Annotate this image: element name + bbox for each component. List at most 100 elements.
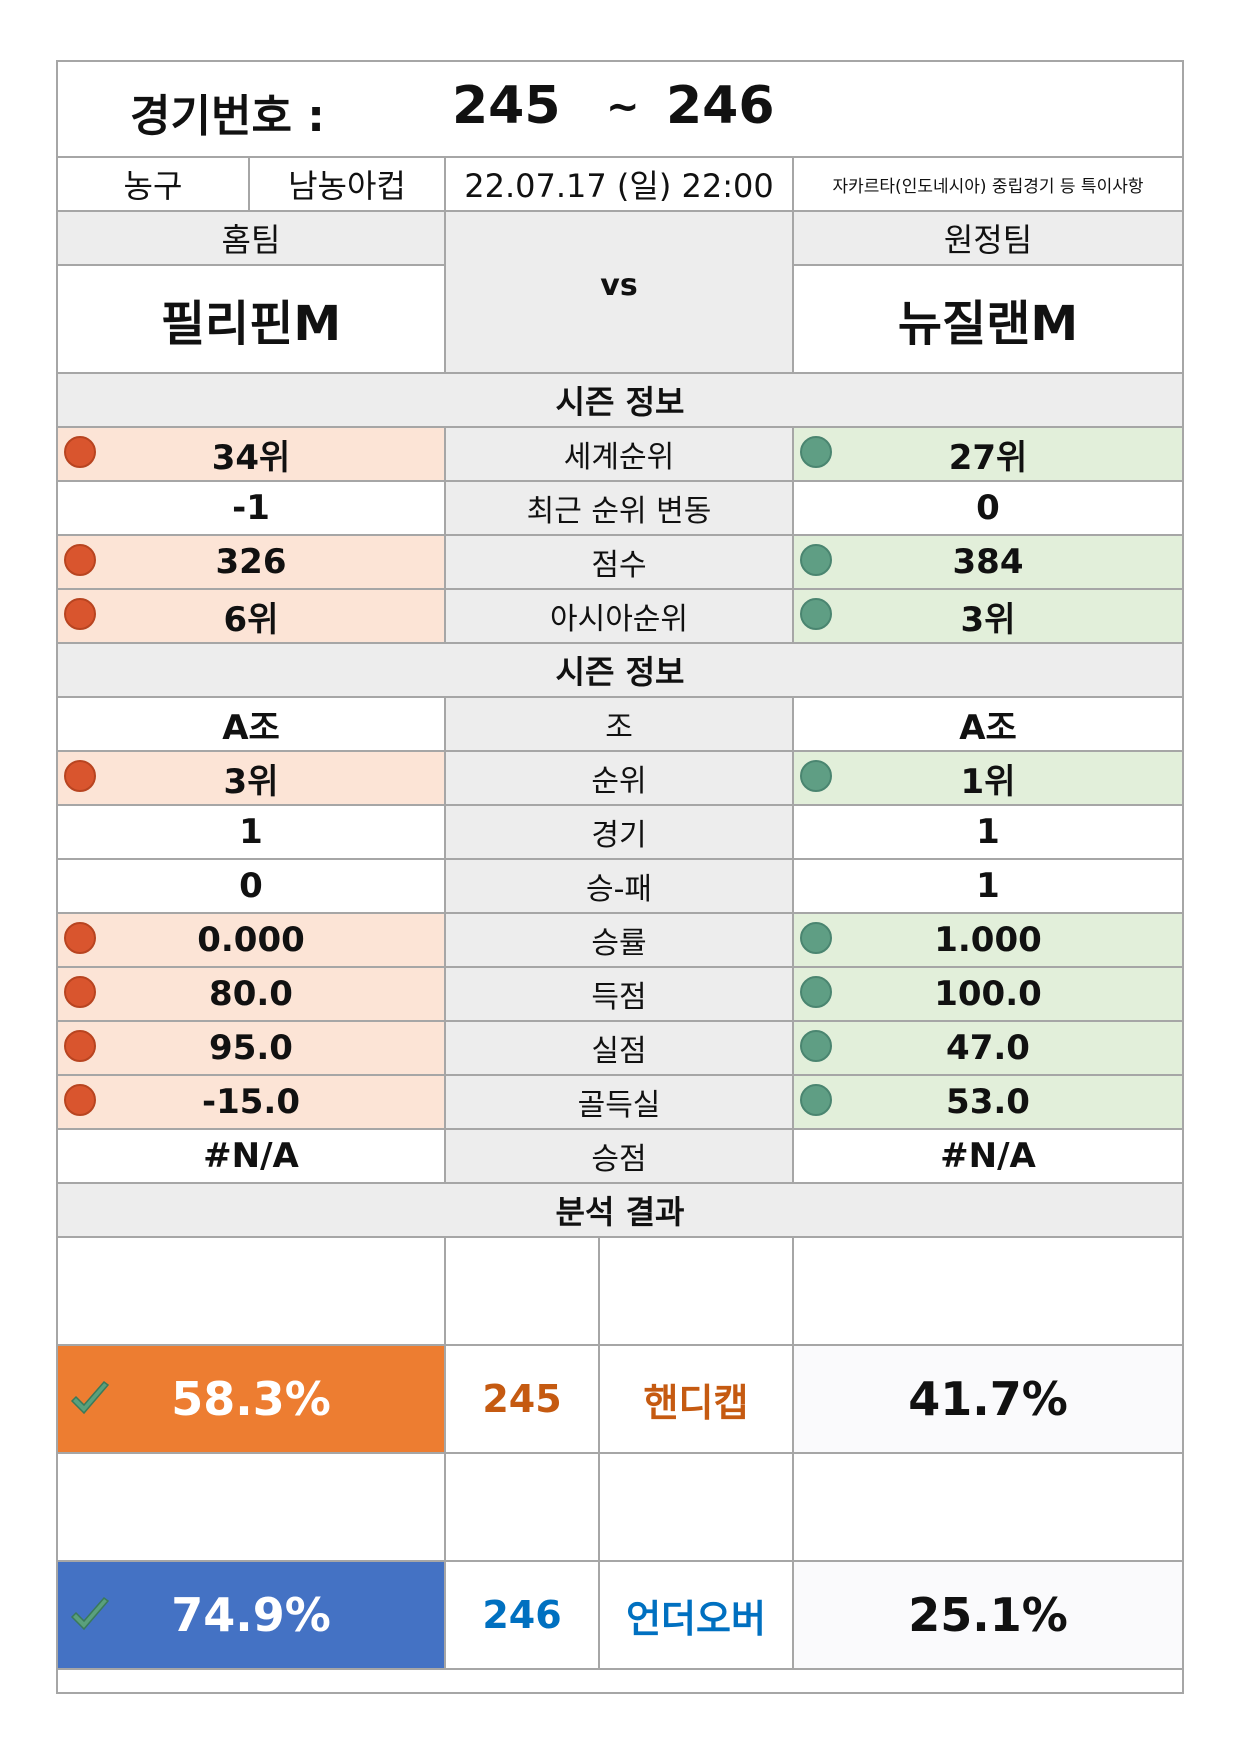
home-name-cell: 필리핀M (58, 266, 446, 374)
home-value: -1 (232, 488, 270, 528)
away-name-cell: 뉴질랜M (794, 266, 1182, 374)
away-probability: 25.1% (908, 1588, 1068, 1642)
section2-header: 시즌 정보 (58, 644, 1182, 698)
match-datetime: 22.07.17 (일) 22:00 (464, 167, 774, 205)
empty-cell (446, 1454, 600, 1562)
home-status-dot-icon (64, 922, 96, 954)
stat-label: 승-패 (585, 872, 653, 907)
vs-label: vs (600, 268, 638, 303)
home-status-dot-icon (64, 544, 96, 576)
title-row: 경기번호 : 245 ~ 246 (58, 62, 1182, 158)
home-status-dot-icon (64, 1084, 96, 1116)
away-status-dot-icon (800, 598, 832, 630)
analysis-results: 58.3% 245 핸디캡 41.7% 74.9% 246 언더오버 25.1% (58, 1238, 1182, 1672)
home-value-cell: 326 (58, 536, 446, 590)
empty-cell (600, 1238, 794, 1346)
info-row: 농구 남농아컵 22.07.17 (일) 22:00 자카르타(인도네시아) 중… (58, 158, 1182, 212)
home-value: #N/A (203, 1136, 299, 1176)
bet-type: 핸디캡 (643, 1380, 749, 1425)
home-value: -15.0 (202, 1082, 300, 1122)
home-value-cell: -15.0 (58, 1076, 446, 1130)
home-label-cell: 홈팀 (58, 212, 446, 266)
stat-label-cell: 최근 순위 변동 (446, 482, 794, 536)
section2-title-cell: 시즌 정보 (58, 644, 1182, 698)
away-value: 1 (976, 812, 1000, 852)
home-value: 95.0 (209, 1028, 293, 1068)
stat-label: 골득실 (577, 1088, 661, 1123)
home-value: 34위 (211, 437, 291, 478)
section3-header: 분석 결과 (58, 1184, 1182, 1238)
home-value-cell: -1 (58, 482, 446, 536)
stat-row: A조 조 A조 (58, 698, 1182, 752)
empty-cell (58, 1454, 446, 1562)
away-value: 3위 (960, 599, 1016, 640)
section1-title-cell: 시즌 정보 (58, 374, 1182, 428)
home-value: 6위 (223, 599, 279, 640)
away-value-cell: 3위 (794, 590, 1182, 644)
away-team-label: 원정팀 (943, 221, 1033, 259)
away-value-cell: A조 (794, 698, 1182, 752)
home-probability-cell: 74.9% (58, 1562, 446, 1670)
section1-header: 시즌 정보 (58, 374, 1182, 428)
away-value-cell: 384 (794, 536, 1182, 590)
away-value: 1위 (960, 761, 1016, 802)
stat-label-cell: 경기 (446, 806, 794, 860)
stat-label: 승점 (591, 1142, 647, 1177)
away-status-dot-icon (800, 922, 832, 954)
stat-label: 경기 (591, 818, 647, 853)
away-value-cell: 53.0 (794, 1076, 1182, 1130)
away-value: 47.0 (946, 1028, 1030, 1068)
bet-type-cell: 핸디캡 (600, 1346, 794, 1454)
result-row: 58.3% 245 핸디캡 41.7% (58, 1346, 1182, 1454)
stat-label-cell: 승점 (446, 1130, 794, 1184)
home-value-cell: A조 (58, 698, 446, 752)
home-probability: 74.9% (171, 1588, 331, 1642)
away-team-name: 뉴질랜M (897, 296, 1079, 352)
stat-label-cell: 조 (446, 698, 794, 752)
result-spacer-row (58, 1238, 1182, 1346)
away-status-dot-icon (800, 1030, 832, 1062)
game-from-number: 245 (452, 76, 561, 136)
home-value: 3위 (223, 761, 279, 802)
empty-cell (794, 1238, 1182, 1346)
away-status-dot-icon (800, 544, 832, 576)
away-value-cell: 27위 (794, 428, 1182, 482)
stat-label-cell: 점수 (446, 536, 794, 590)
stat-label: 실점 (591, 1034, 647, 1069)
game-to-number: 246 (666, 76, 775, 136)
bet-type: 언더오버 (626, 1596, 766, 1641)
empty-cell (794, 1454, 1182, 1562)
checkmark-icon (70, 1596, 110, 1631)
away-value: 0 (976, 488, 1000, 528)
home-value-cell: 95.0 (58, 1022, 446, 1076)
away-value: #N/A (940, 1136, 1036, 1176)
game-number-cell: 245 (446, 1346, 600, 1454)
stat-row: 3위 순위 1위 (58, 752, 1182, 806)
stat-label-cell: 아시아순위 (446, 590, 794, 644)
away-value-cell: 47.0 (794, 1022, 1182, 1076)
away-value: 53.0 (946, 1082, 1030, 1122)
empty-cell (58, 1238, 446, 1346)
stat-label-cell: 골득실 (446, 1076, 794, 1130)
away-value-cell: 1위 (794, 752, 1182, 806)
home-team-name: 필리핀M (160, 296, 342, 352)
home-status-dot-icon (64, 976, 96, 1008)
home-status-dot-icon (64, 436, 96, 468)
game-number: 246 (482, 1593, 562, 1637)
stat-row: 0.000 승률 1.000 (58, 914, 1182, 968)
away-value-cell: 1 (794, 806, 1182, 860)
stat-label: 세계순위 (563, 440, 675, 475)
tilde-separator: ~ (606, 84, 640, 130)
stat-label-cell: 순위 (446, 752, 794, 806)
stat-row: 1 경기 1 (58, 806, 1182, 860)
stat-label: 조 (605, 710, 633, 745)
home-value-cell: 0.000 (58, 914, 446, 968)
home-value: 326 (215, 542, 287, 582)
away-value-cell: 100.0 (794, 968, 1182, 1022)
away-value: 100.0 (934, 974, 1042, 1014)
section3-title: 분석 결과 (555, 1193, 685, 1231)
away-value-cell: 1.000 (794, 914, 1182, 968)
home-status-dot-icon (64, 760, 96, 792)
away-value: 27위 (948, 437, 1028, 478)
away-probability: 41.7% (908, 1372, 1068, 1426)
